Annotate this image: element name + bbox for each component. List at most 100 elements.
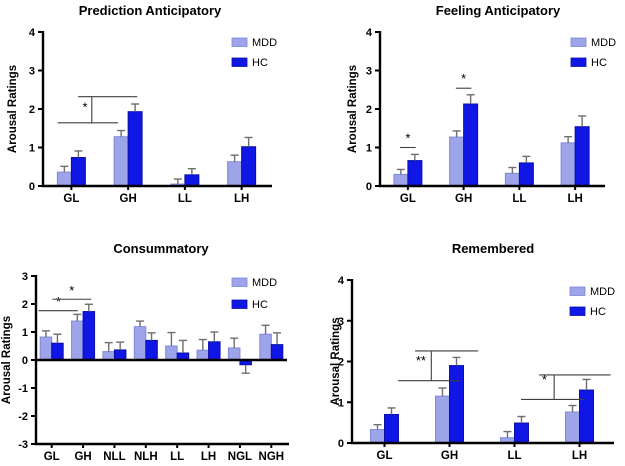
panel-remembered: 0 1 2 3 4 GL GH LL LH Remembered Arousal Ratings MD… [313,233,625,466]
x-category-label: LH [201,451,216,463]
legend-swatch-hc [569,306,586,316]
bar-NLL-HC [113,349,127,361]
y-tick-label: -3 [18,439,28,451]
x-category-label: GL [400,193,416,205]
y-tick-label: -1 [18,383,28,395]
bar-LH-MDD [227,161,243,187]
chart-title: Prediction Anticipatory [79,3,222,18]
y-tick-label: 3 [29,66,35,78]
bar-GH-MDD [435,395,450,444]
bar-NGH-MDD [259,333,272,361]
x-category-label: GH [455,193,472,205]
bar-GH-MDD [113,136,129,187]
bar-LH-MDD [565,411,580,444]
y-tick-label: 1 [338,397,344,409]
y-axis-label: Arousal Ratings [330,317,342,405]
y-tick-label: 1 [22,327,28,339]
sig-label: * [56,294,61,309]
bar-NLH-HC [145,339,158,361]
legend-swatch-hc [231,57,248,67]
bar-LH-MDD [560,142,576,187]
chart-title: Consummatory [113,241,209,256]
sig-label: * [542,372,547,387]
bar-GH-HC [82,311,96,361]
bar-GH-HC [449,365,464,444]
bar-GL-HC [51,342,64,361]
y-axis-label: Arousal Ratings [1,316,13,404]
legend-swatch-mdd [231,277,248,287]
x-category-label: GL [44,451,60,463]
x-category-label: GH [120,193,137,205]
y-tick-label: 0 [366,181,372,193]
x-category-label: LL [507,450,521,462]
sig-label: * [405,130,410,145]
bar-GH-HC [127,111,143,187]
legend-swatch-mdd [569,286,586,296]
y-tick-label: 0 [29,181,35,193]
legend-swatch-mdd [231,37,248,47]
legend-swatch-hc [231,299,248,309]
sig-label: * [82,100,87,115]
bar-LH-HC [208,341,221,361]
x-category-label: NLL [103,451,125,463]
legend-label: MDD [590,286,615,298]
sig-label: ** [416,353,426,368]
x-category-label: GL [377,450,393,462]
x-category-label: NGH [259,451,285,463]
legend-label: MDD [252,277,277,289]
bar-GH-MDD [71,320,84,361]
legend-label: MDD [252,37,277,49]
x-category-label: GH [441,450,458,462]
legend-label: HC [591,57,607,69]
y-axis-label: Arousal Ratings [347,65,359,153]
y-tick-label: 1 [29,143,35,155]
y-tick-label: 2 [22,299,28,311]
x-category-label: LH [572,450,587,462]
sig-label: * [69,283,74,298]
y-axis-label: Arousal Ratings [7,65,19,153]
y-tick-label: 4 [338,275,345,287]
y-tick-label: 3 [22,271,28,283]
bar-LL-MDD [504,172,520,187]
bar-NGL-MDD [227,347,241,361]
bar-GH-HC [463,103,479,187]
x-category-label: GH [74,451,91,463]
legend-label: HC [252,57,268,69]
bar-GL-HC [70,157,86,187]
y-tick-label: 3 [338,316,344,328]
bar-GL-HC [407,160,423,187]
y-tick-label: 2 [338,357,344,369]
bar-LH-HC [574,126,590,187]
x-category-label: GL [63,193,79,205]
x-category-label: NLH [134,451,158,463]
y-tick-label: -2 [18,411,28,423]
bar-GL-MDD [39,336,53,361]
y-tick-label: 4 [29,27,36,39]
bar-LH-HC [579,389,594,444]
bar-GH-MDD [449,136,465,187]
chart-prediction-anticipatory: 0 1 2 3 4 GL GH LL LH Prediction Anticipatory Arou… [7,3,277,205]
chart-title: Feeling Anticipatory [436,3,561,18]
x-category-label: LH [567,193,582,205]
bar-LL-HC [518,162,534,187]
bar-LL-MDD [165,345,178,361]
x-category-label: LH [234,193,249,205]
y-tick-label: 4 [366,27,373,39]
legend-label: HC [252,299,268,311]
legend-swatch-mdd [570,37,587,47]
x-category-label: LL [170,451,184,463]
legend-label: MDD [591,37,616,49]
bar-GL-MDD [56,171,72,187]
chart-remembered: 0 1 2 3 4 GL GH LL LH Remembered Arousal Ratings MD… [330,241,615,462]
y-tick-label: 2 [29,104,35,116]
panel-consummatory: -3 -2 -1 0 1 2 3 GL GH NLL NLH LL LH NGL NGH Consummato… [0,233,312,466]
bar-LL-HC [184,174,200,187]
y-tick-label: 1 [366,143,372,155]
y-tick-label: 0 [22,355,28,367]
x-category-label: LL [512,193,526,205]
chart-title: Remembered [452,241,534,256]
legend-swatch-hc [570,57,587,67]
chart-feeling-anticipatory: 0 1 2 3 4 GL GH LL LH Feeling Anticipatory Arousal… [347,3,616,205]
bar-NLH-MDD [133,326,147,361]
